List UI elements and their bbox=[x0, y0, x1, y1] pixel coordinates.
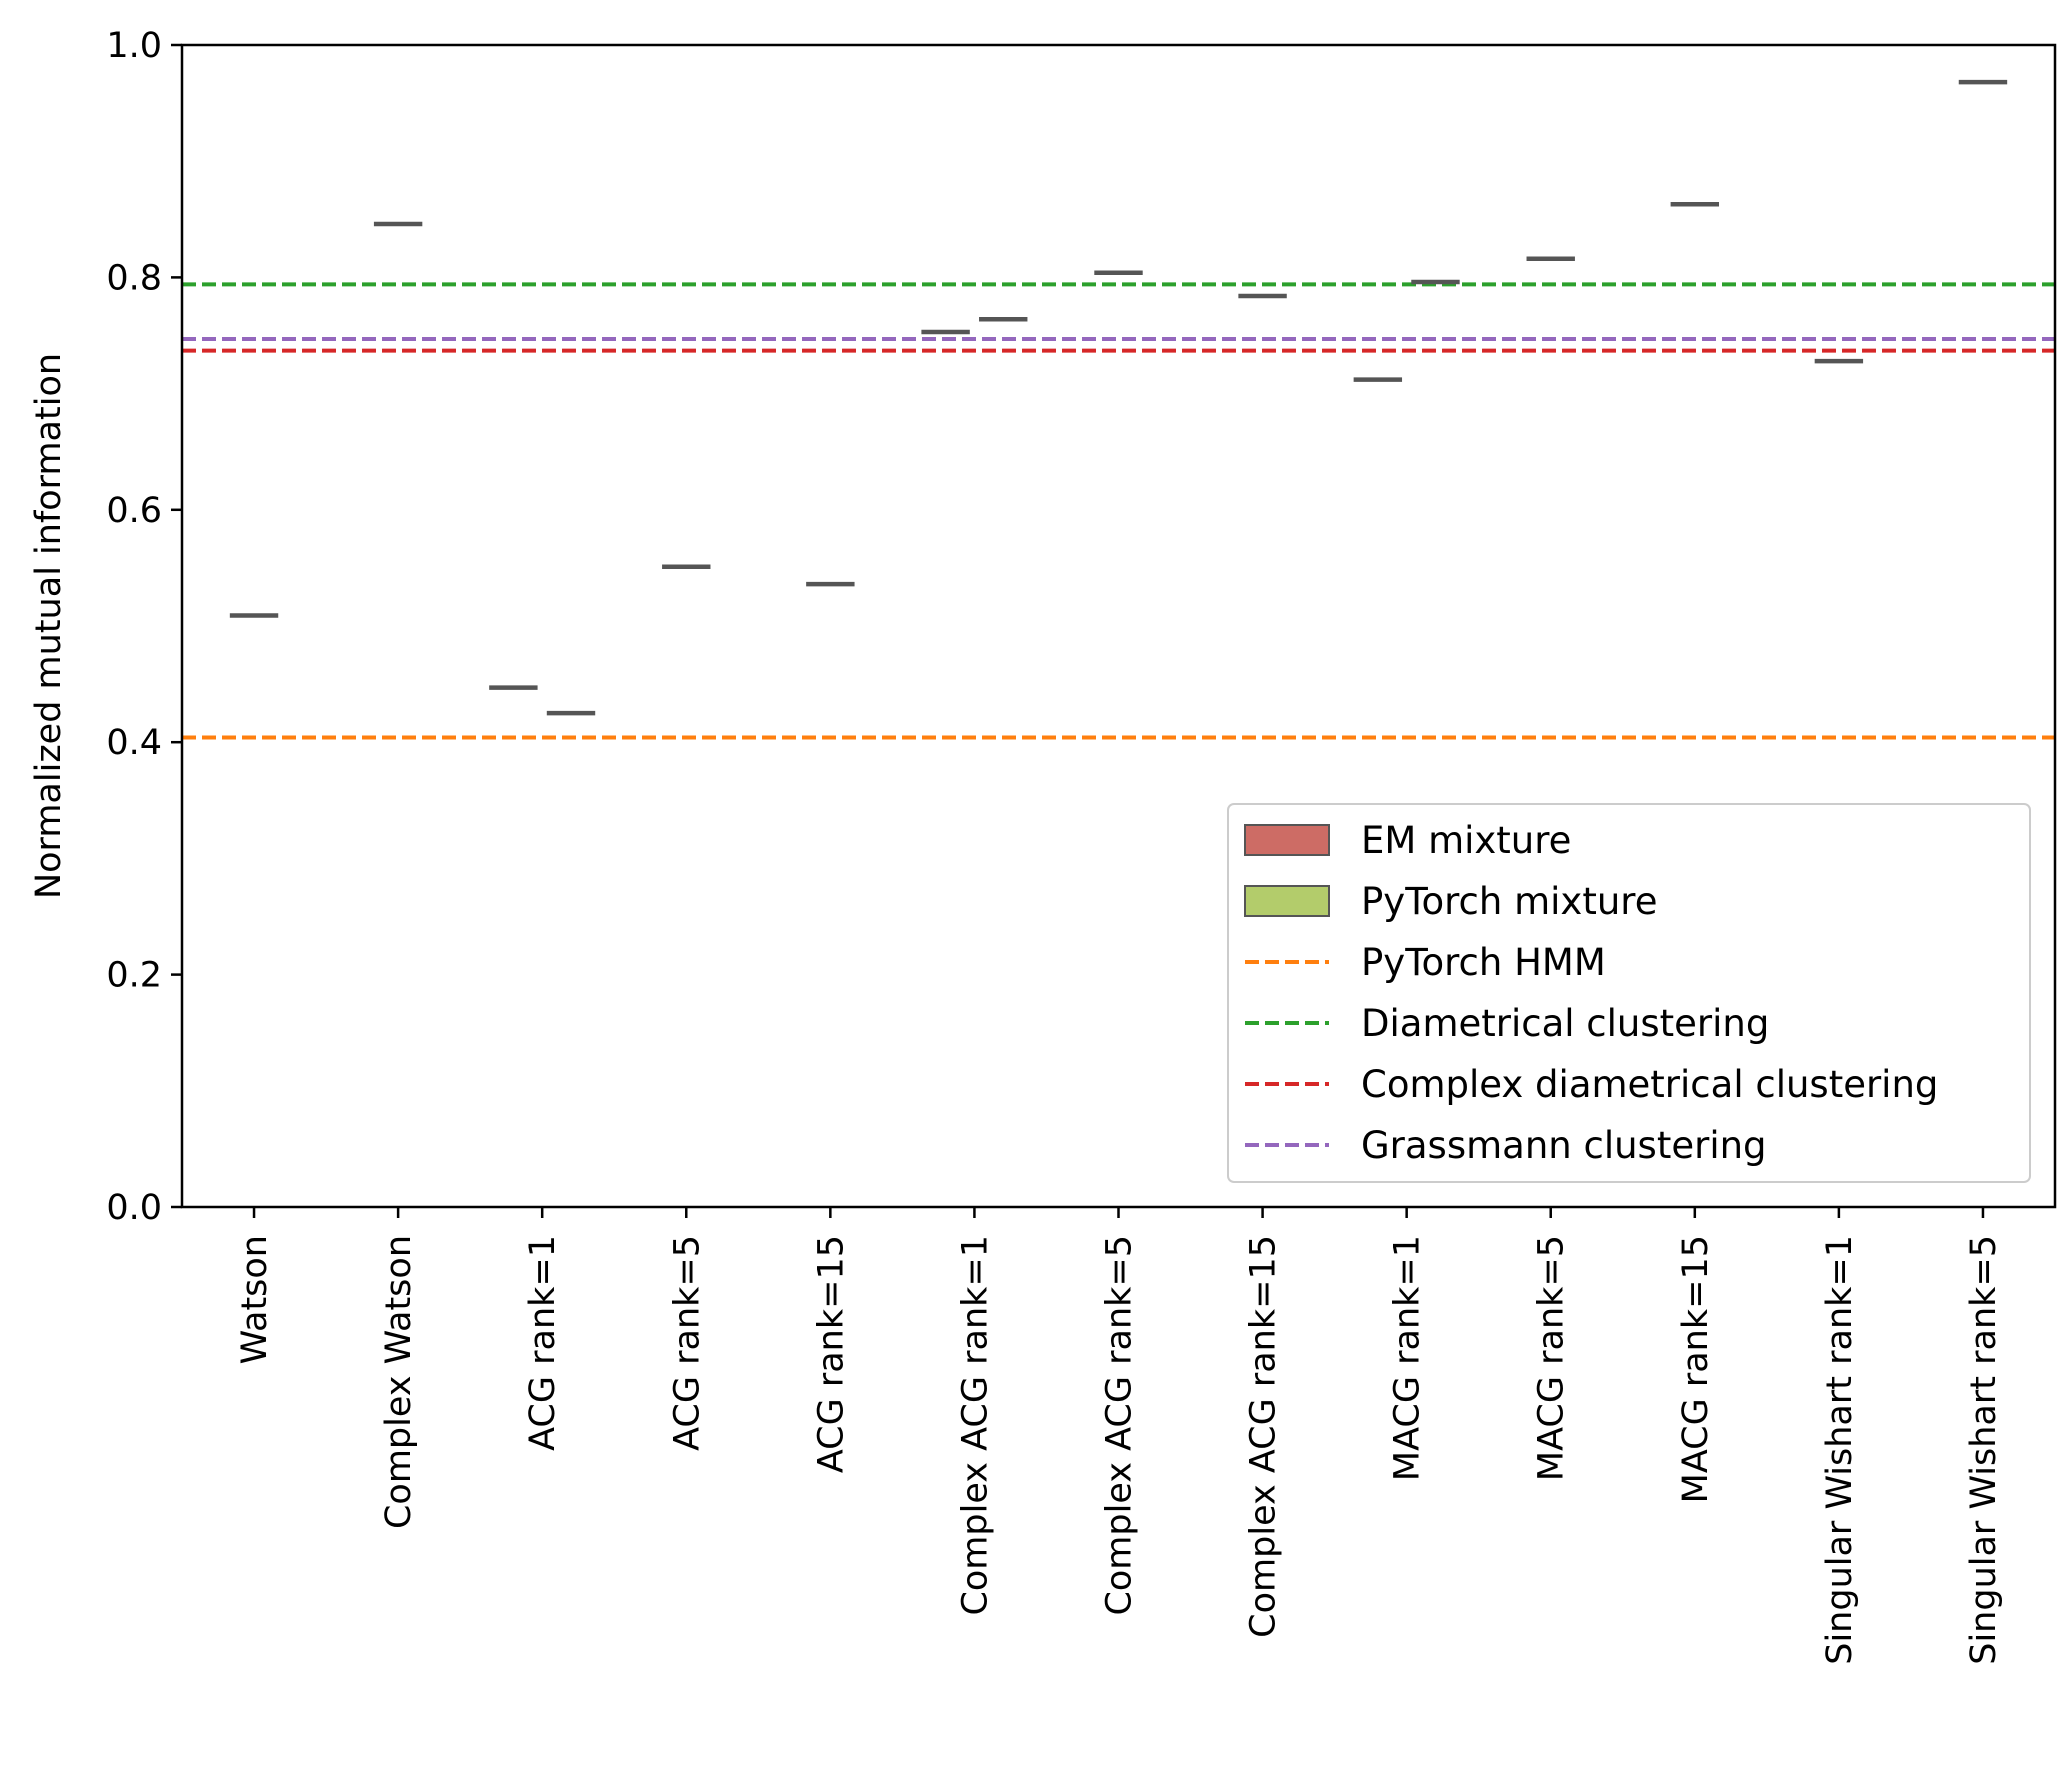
legend-label: Grassmann clustering bbox=[1361, 1124, 1767, 1167]
legend-swatch bbox=[1244, 885, 1330, 917]
x-tick-label: Complex ACG rank=15 bbox=[1244, 1235, 1284, 1638]
x-tick-label: ACG rank=15 bbox=[811, 1235, 851, 1473]
legend-label: PyTorch mixture bbox=[1361, 880, 1657, 923]
legend-label: Diametrical clustering bbox=[1361, 1002, 1769, 1045]
x-tick-label: Singular Wishart rank=1 bbox=[1820, 1235, 1860, 1665]
x-tick-label: ACG rank=5 bbox=[667, 1235, 707, 1451]
x-tick-label: MACG rank=15 bbox=[1676, 1235, 1716, 1503]
y-tick-label: 1.0 bbox=[106, 26, 162, 66]
legend-label: PyTorch HMM bbox=[1361, 941, 1606, 984]
legend-label: EM mixture bbox=[1361, 819, 1571, 862]
y-tick-label: 0.2 bbox=[106, 956, 162, 996]
y-tick-label: 0.0 bbox=[106, 1188, 162, 1228]
y-axis-label: Normalized mutual information bbox=[29, 353, 69, 899]
x-tick-label: MACG rank=1 bbox=[1388, 1235, 1428, 1481]
box-medians bbox=[229, 79, 2008, 716]
x-tick-label: Singular Wishart rank=5 bbox=[1964, 1235, 2004, 1665]
x-tick-label: Complex ACG rank=1 bbox=[955, 1235, 995, 1616]
x-tick-label: ACG rank=1 bbox=[523, 1235, 563, 1451]
y-tick-label: 0.4 bbox=[106, 723, 162, 763]
x-tick-label: Complex Watson bbox=[379, 1235, 419, 1529]
x-axis: Watson Complex Watson ACG rank=1 ACG rank=5… bbox=[235, 1207, 2004, 1665]
x-tick-label: MACG rank=5 bbox=[1532, 1235, 1572, 1481]
legend: EM mixture PyTorch mixture PyTorch HMM Diam… bbox=[1227, 803, 2031, 1183]
x-tick-label: Watson bbox=[235, 1235, 275, 1364]
y-tick-label: 0.8 bbox=[106, 258, 162, 298]
y-tick-label: 0.6 bbox=[106, 491, 162, 531]
x-tick-label: Complex ACG rank=5 bbox=[1100, 1235, 1140, 1616]
y-axis: 0.0 0.2 0.4 0.6 0.8 1.0 bbox=[106, 26, 182, 1228]
reference-lines bbox=[182, 282, 2055, 740]
legend-box bbox=[1227, 803, 2031, 1183]
legend-swatch bbox=[1244, 824, 1330, 856]
legend-label: Complex diametrical clustering bbox=[1361, 1063, 1938, 1106]
